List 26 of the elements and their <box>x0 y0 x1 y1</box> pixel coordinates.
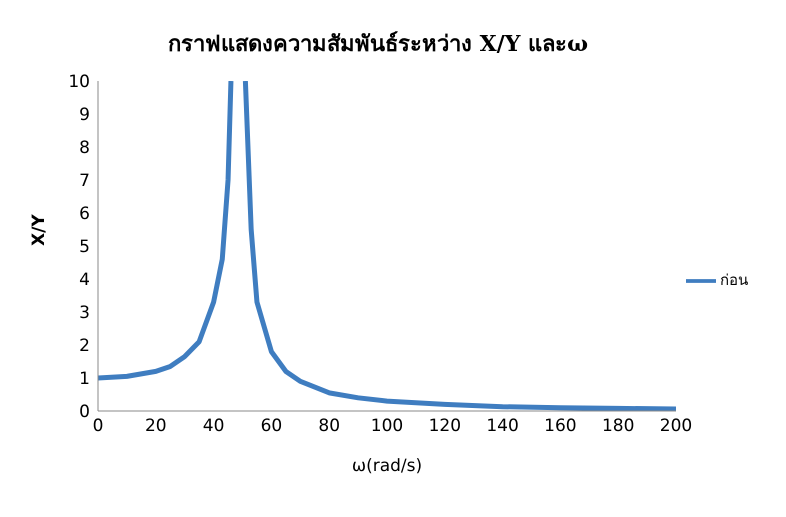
x-tick-label: 0 <box>92 416 104 436</box>
x-tick-label: 160 <box>544 416 577 436</box>
x-tick-label: 60 <box>260 416 282 436</box>
y-tick-label: 8 <box>79 138 90 158</box>
x-tick-label: 20 <box>144 416 167 436</box>
x-axis-title: ω(rad/s) <box>352 456 422 476</box>
x-tick-label: 100 <box>370 416 404 436</box>
y-tick-label: 0 <box>79 402 90 422</box>
y-tick-label: 6 <box>79 204 90 224</box>
y-tick-label: 10 <box>68 72 90 92</box>
y-axis-title: X/Y <box>29 214 50 246</box>
y-tick-label: 1 <box>79 369 90 390</box>
y-tick-label: 5 <box>79 237 90 258</box>
y-tick-label: 9 <box>79 105 90 126</box>
x-tick-label: 80 <box>318 416 340 436</box>
y-tick-label: 4 <box>79 270 90 290</box>
x-tick-label: 40 <box>202 416 224 436</box>
x-tick-label: 180 <box>602 416 634 436</box>
x-tick-label: 200 <box>660 416 692 436</box>
chart-title: กราฟแสดงความสัมพันธ์ระหว่าง X/Y และω <box>166 30 590 59</box>
x-tick-label: 140 <box>486 416 519 436</box>
y-tick-label: 7 <box>79 171 90 192</box>
x-tick-label: 120 <box>428 416 462 436</box>
y-tick-label: 3 <box>79 303 90 324</box>
y-tick-label: 2 <box>79 336 90 356</box>
legend-label: ก่อน <box>720 271 748 290</box>
